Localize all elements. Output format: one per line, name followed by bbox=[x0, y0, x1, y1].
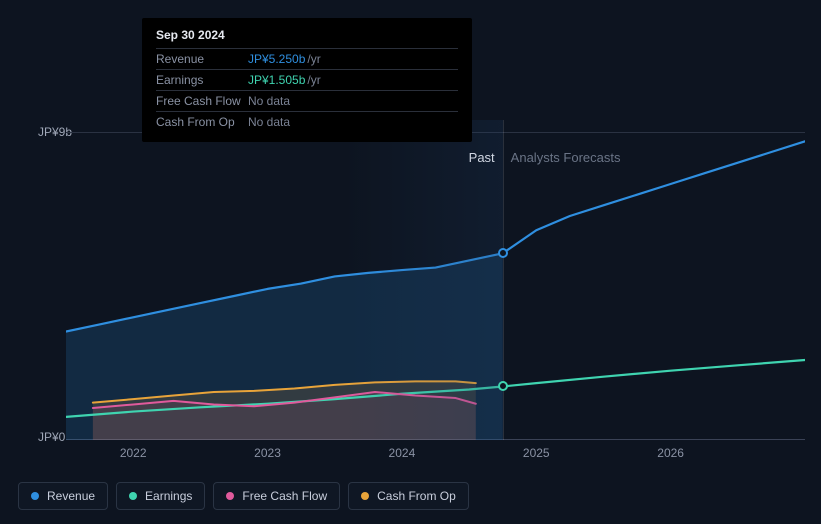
revenue-marker bbox=[498, 248, 508, 258]
tooltip-metric-unit: /yr bbox=[307, 73, 320, 87]
y-axis-bottom-label: JP¥0 bbox=[38, 430, 65, 444]
past-region-label: Past bbox=[469, 150, 503, 165]
legend-swatch bbox=[361, 492, 369, 500]
legend-item-cash-from-op[interactable]: Cash From Op bbox=[348, 482, 469, 510]
legend-label: Earnings bbox=[145, 489, 192, 503]
tooltip-metric-label: Revenue bbox=[156, 52, 248, 66]
legend-item-free-cash-flow[interactable]: Free Cash Flow bbox=[213, 482, 340, 510]
x-tick: 2026 bbox=[657, 446, 684, 460]
legend-label: Revenue bbox=[47, 489, 95, 503]
legend-label: Cash From Op bbox=[377, 489, 456, 503]
tooltip-metric-value: JP¥5.250b bbox=[248, 52, 305, 66]
earnings-marker bbox=[498, 381, 508, 391]
legend: Revenue Earnings Free Cash Flow Cash From O… bbox=[18, 482, 469, 510]
x-axis: 2022 2023 2024 2025 2026 bbox=[66, 444, 805, 464]
tooltip-metric-unit: /yr bbox=[307, 52, 320, 66]
tooltip-row: RevenueJP¥5.250b /yr bbox=[156, 48, 458, 69]
forecast-region-label: Analysts Forecasts bbox=[503, 150, 621, 165]
x-tick: 2024 bbox=[389, 446, 416, 460]
legend-item-earnings[interactable]: Earnings bbox=[116, 482, 205, 510]
x-tick: 2022 bbox=[120, 446, 147, 460]
hover-tooltip: Sep 30 2024 RevenueJP¥5.250b /yrEarnings… bbox=[142, 18, 472, 142]
tooltip-date: Sep 30 2024 bbox=[156, 28, 458, 42]
x-tick: 2023 bbox=[254, 446, 281, 460]
tooltip-metric-value: No data bbox=[248, 115, 290, 129]
tooltip-metric-label: Earnings bbox=[156, 73, 248, 87]
legend-item-revenue[interactable]: Revenue bbox=[18, 482, 108, 510]
plot-area[interactable]: Past Analysts Forecasts bbox=[66, 120, 805, 440]
tooltip-metric-label: Free Cash Flow bbox=[156, 94, 248, 108]
tooltip-metric-value: JP¥1.505b bbox=[248, 73, 305, 87]
tooltip-metric-value: No data bbox=[248, 94, 290, 108]
legend-label: Free Cash Flow bbox=[242, 489, 327, 503]
tooltip-row: Free Cash FlowNo data bbox=[156, 90, 458, 111]
x-tick: 2025 bbox=[523, 446, 550, 460]
tooltip-row: EarningsJP¥1.505b /yr bbox=[156, 69, 458, 90]
past-region-highlight bbox=[343, 120, 503, 440]
financial-chart: JP¥9b JP¥0 Past Analysts Forecasts 20222… bbox=[16, 120, 805, 464]
tooltip-row: Cash From OpNo data bbox=[156, 111, 458, 132]
legend-swatch bbox=[31, 492, 39, 500]
legend-swatch bbox=[226, 492, 234, 500]
legend-swatch bbox=[129, 492, 137, 500]
tooltip-metric-label: Cash From Op bbox=[156, 115, 248, 129]
past-forecast-divider bbox=[503, 120, 504, 440]
